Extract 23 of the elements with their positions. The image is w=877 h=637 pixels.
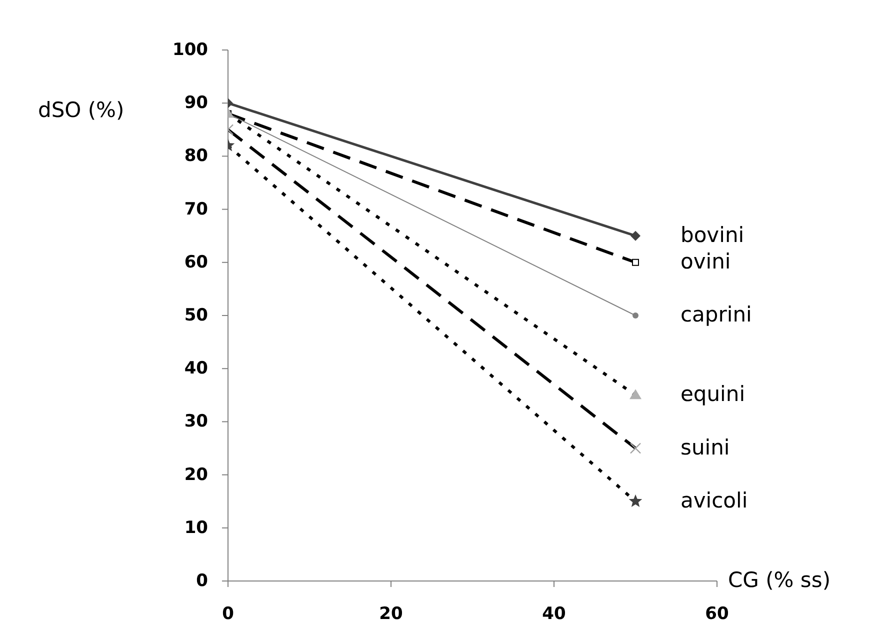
y-tick-label: 100 [172, 40, 208, 60]
text: caprini [680, 302, 752, 326]
y-tick-label: 50 [184, 306, 208, 326]
y-tick-label: 40 [184, 358, 208, 379]
x-axis-title: CG (% ss) [728, 568, 831, 592]
y-tick-label: 80 [184, 146, 208, 166]
y-tick-label: 90 [184, 93, 208, 114]
series-label: ovini [680, 249, 731, 274]
x-tick-label: 60 [705, 604, 729, 624]
y-tick-label: 10 [184, 518, 208, 538]
x-tick-label: 40 [542, 604, 566, 624]
y-tick-label: 20 [184, 464, 208, 485]
y-tick-label: 70 [184, 199, 208, 220]
y-tick-label: 60 [184, 252, 208, 272]
x-tick-label: 0 [222, 604, 234, 624]
y-axis-title: dSO (%) [38, 98, 124, 122]
series-label: equini [680, 382, 746, 406]
series-label: avicoli [680, 488, 748, 512]
series-label: bovini [680, 222, 744, 247]
y-tick-label: 30 [184, 412, 208, 432]
y-tick-label: 0 [196, 571, 208, 591]
x-tick-label: 20 [379, 604, 403, 624]
series-label: suini [680, 435, 730, 460]
